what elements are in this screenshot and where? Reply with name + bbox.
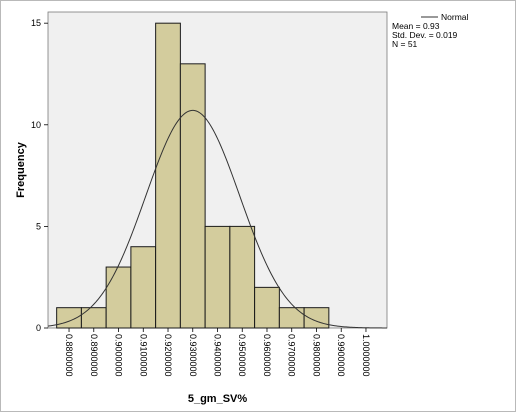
histogram-bar	[204, 225, 231, 329]
histogram-bar	[278, 307, 305, 329]
x-tick-label: 0.9100000	[138, 334, 148, 377]
legend-normal-label: Normal	[441, 12, 469, 22]
x-tick-label: 0.9200000	[163, 334, 173, 377]
y-tick-label: 5	[36, 221, 41, 231]
histogram-bar	[229, 225, 256, 329]
x-tick-label: 1.0000000	[361, 334, 371, 377]
x-tick-label: 0.9900000	[336, 334, 346, 377]
histogram-bar	[179, 63, 206, 329]
y-tick-label: 10	[31, 120, 41, 130]
x-tick-label: 0.9800000	[311, 334, 321, 377]
x-axis: 0.8800000 0.8900000 0.9000000 0.9100000 0.92…	[64, 328, 371, 377]
histogram-bar	[303, 307, 330, 329]
x-tick-label: 0.8900000	[89, 334, 99, 377]
x-axis-title: 5_gm_SV%	[188, 393, 248, 405]
histogram-bar	[105, 266, 132, 329]
normal-curve	[47, 109, 388, 329]
histogram-bar	[155, 22, 181, 329]
legend: Normal Mean = 0.93 Std. Dev. = 0.019 N =…	[392, 12, 469, 49]
histogram-bar	[130, 246, 157, 329]
x-tick-label: 0.9400000	[213, 334, 223, 377]
x-tick-label: 0.8800000	[64, 334, 74, 377]
x-tick-label: 0.9000000	[114, 334, 124, 377]
legend-mean-text: Mean = 0.93	[392, 21, 440, 31]
y-tick-label: 15	[31, 18, 41, 28]
histogram-bar	[56, 307, 82, 329]
bars-group	[56, 22, 330, 329]
x-tick-label: 0.9300000	[188, 334, 198, 377]
histogram-bar	[80, 307, 107, 329]
x-tick-label: 0.9500000	[237, 334, 247, 377]
legend-n-text: N = 51	[392, 39, 418, 49]
x-tick-label: 0.9600000	[262, 334, 272, 377]
x-tick-label: 0.9700000	[287, 334, 297, 377]
histogram-bar	[254, 286, 280, 329]
y-axis-title: Frequency	[15, 141, 27, 198]
y-tick-label: 0	[36, 323, 41, 333]
legend-std-text: Std. Dev. = 0.019	[392, 30, 458, 40]
y-axis: 0 5 10 15	[31, 18, 48, 333]
